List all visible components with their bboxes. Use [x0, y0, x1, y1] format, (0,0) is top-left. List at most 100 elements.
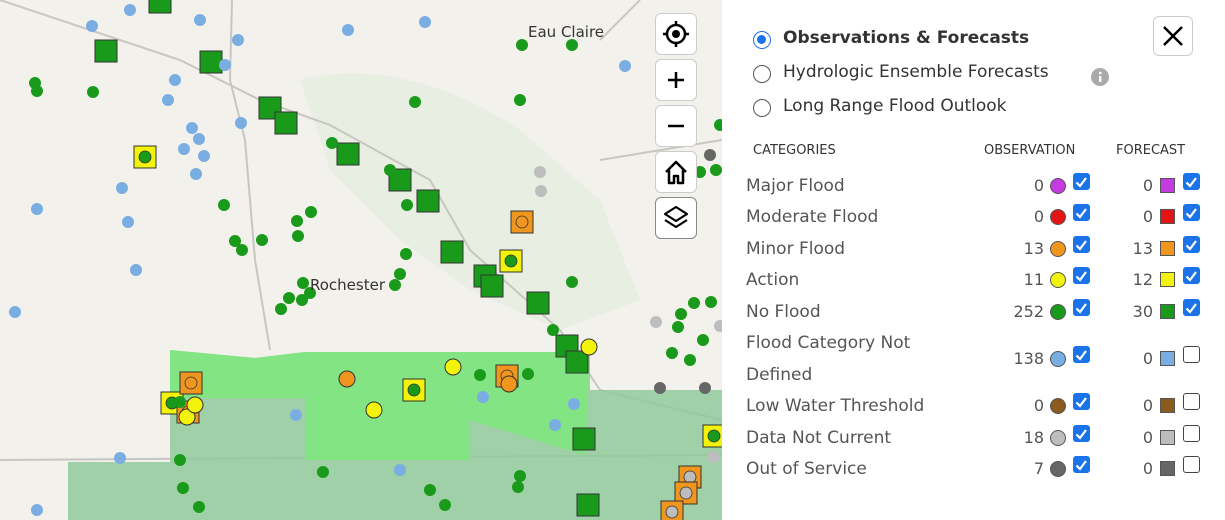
observation-marker[interactable] — [256, 234, 268, 246]
observation-marker[interactable] — [666, 347, 678, 359]
observation-checkbox[interactable] — [1073, 173, 1090, 190]
observation-marker[interactable] — [424, 484, 436, 496]
close-button[interactable] — [1153, 16, 1193, 56]
forecast-checkbox[interactable] — [1183, 346, 1200, 363]
observation-marker[interactable] — [291, 215, 303, 227]
observation-marker[interactable] — [114, 452, 126, 464]
view-radio[interactable] — [753, 99, 771, 117]
observation-marker[interactable] — [283, 292, 295, 304]
observation-marker[interactable] — [714, 119, 722, 131]
forecast-marker[interactable] — [526, 291, 550, 315]
observation-marker[interactable] — [338, 370, 356, 388]
observation-marker[interactable] — [707, 429, 721, 443]
observation-marker[interactable] — [516, 39, 528, 51]
observation-marker[interactable] — [138, 150, 152, 164]
observation-marker[interactable] — [365, 401, 383, 419]
observation-marker[interactable] — [419, 16, 431, 28]
observation-marker[interactable] — [190, 168, 202, 180]
observation-marker[interactable] — [619, 60, 631, 72]
observation-marker[interactable] — [122, 216, 134, 228]
home-button[interactable] — [655, 151, 697, 193]
observation-marker[interactable] — [297, 277, 309, 289]
observation-marker[interactable] — [665, 505, 679, 519]
forecast-marker[interactable] — [388, 168, 412, 192]
observation-marker[interactable] — [407, 383, 421, 397]
observation-marker[interactable] — [672, 321, 684, 333]
forecast-marker[interactable] — [148, 0, 172, 14]
observation-checkbox[interactable] — [1073, 204, 1090, 221]
observation-marker[interactable] — [688, 297, 700, 309]
view-label[interactable]: Long Range Flood Outlook — [783, 96, 1007, 116]
observation-marker[interactable] — [177, 482, 189, 494]
observation-checkbox[interactable] — [1073, 393, 1090, 410]
observation-marker[interactable] — [439, 499, 451, 511]
observation-marker[interactable] — [514, 94, 526, 106]
observation-checkbox[interactable] — [1073, 267, 1090, 284]
observation-marker[interactable] — [401, 199, 413, 211]
forecast-checkbox[interactable] — [1183, 456, 1200, 473]
forecast-marker[interactable] — [565, 350, 589, 374]
observation-marker[interactable] — [236, 244, 248, 256]
observation-marker[interactable] — [710, 164, 722, 176]
observation-marker[interactable] — [444, 358, 462, 376]
forecast-checkbox[interactable] — [1183, 204, 1200, 221]
observation-marker[interactable] — [317, 466, 329, 478]
observation-marker[interactable] — [714, 320, 722, 332]
observation-checkbox[interactable] — [1073, 236, 1090, 253]
observation-marker[interactable] — [178, 143, 190, 155]
observation-marker[interactable] — [500, 375, 518, 393]
observation-marker[interactable] — [169, 74, 181, 86]
observation-marker[interactable] — [400, 248, 412, 260]
zoom-out-button[interactable] — [655, 105, 697, 147]
observation-marker[interactable] — [514, 470, 526, 482]
map[interactable]: Eau Claire Rochester — [0, 0, 722, 520]
observation-marker[interactable] — [654, 382, 666, 394]
observation-marker[interactable] — [389, 279, 401, 291]
observation-marker[interactable] — [304, 287, 316, 299]
observation-marker[interactable] — [235, 117, 247, 129]
observation-marker[interactable] — [697, 334, 709, 346]
observation-marker[interactable] — [684, 354, 696, 366]
observation-marker[interactable] — [87, 86, 99, 98]
forecast-checkbox[interactable] — [1183, 236, 1200, 253]
forecast-marker[interactable] — [94, 39, 118, 63]
observation-marker[interactable] — [394, 464, 406, 476]
observation-marker[interactable] — [566, 276, 578, 288]
observation-marker[interactable] — [547, 324, 559, 336]
forecast-checkbox[interactable] — [1183, 267, 1200, 284]
observation-marker[interactable] — [124, 4, 136, 16]
observation-marker[interactable] — [474, 369, 486, 381]
observation-checkbox[interactable] — [1073, 425, 1090, 442]
observation-marker[interactable] — [679, 486, 693, 500]
observation-marker[interactable] — [704, 149, 716, 161]
observation-marker[interactable] — [384, 164, 396, 176]
observation-marker[interactable] — [198, 150, 210, 162]
observation-marker[interactable] — [568, 398, 580, 410]
observation-marker[interactable] — [193, 501, 205, 513]
observation-marker[interactable] — [178, 408, 196, 426]
view-radio[interactable] — [753, 31, 771, 49]
observation-marker[interactable] — [515, 215, 529, 229]
observation-marker[interactable] — [705, 296, 717, 308]
forecast-marker[interactable] — [416, 189, 440, 213]
observation-marker[interactable] — [174, 396, 186, 408]
zoom-in-button[interactable] — [655, 59, 697, 101]
forecast-marker[interactable] — [274, 111, 298, 135]
observation-marker[interactable] — [477, 391, 489, 403]
observation-marker[interactable] — [290, 409, 302, 421]
observation-marker[interactable] — [194, 14, 206, 26]
observation-marker[interactable] — [512, 481, 524, 493]
observation-marker[interactable] — [184, 376, 198, 390]
observation-marker[interactable] — [193, 133, 205, 145]
info-icon[interactable] — [1090, 67, 1110, 87]
observation-marker[interactable] — [409, 96, 421, 108]
forecast-checkbox[interactable] — [1183, 173, 1200, 190]
observation-marker[interactable] — [186, 396, 204, 414]
observation-marker[interactable] — [580, 338, 598, 356]
observation-marker[interactable] — [342, 24, 354, 36]
locate-button[interactable] — [655, 13, 697, 55]
observation-marker[interactable] — [650, 316, 662, 328]
view-label[interactable]: Observations & Forecasts — [783, 28, 1030, 48]
observation-checkbox[interactable] — [1073, 456, 1090, 473]
observation-marker[interactable] — [219, 59, 231, 71]
